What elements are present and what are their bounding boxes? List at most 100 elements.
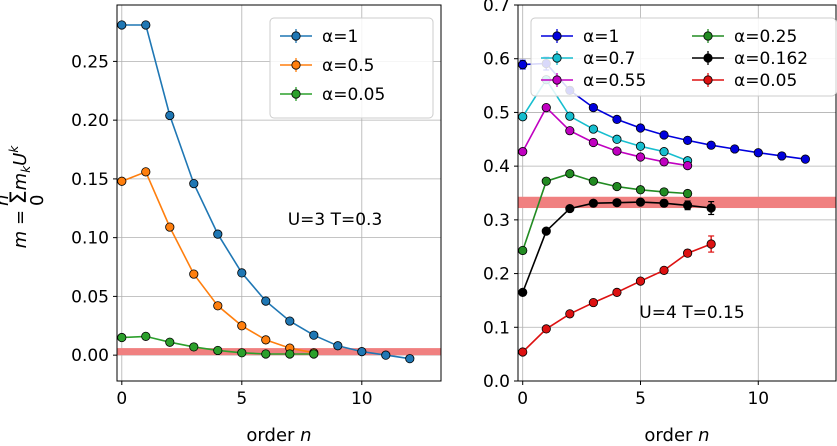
series-line <box>522 243 712 353</box>
legend-entry: α=0.05 <box>692 71 797 91</box>
reference-band <box>117 348 441 356</box>
data-point <box>518 147 528 157</box>
y-tick-label: 0.6 <box>483 50 510 70</box>
data-point <box>518 245 528 256</box>
data-point <box>777 151 787 161</box>
data-point <box>285 349 295 359</box>
data-point <box>165 222 175 232</box>
data-point <box>659 265 669 275</box>
data-point <box>541 176 551 186</box>
legend-label: α=1 <box>583 27 619 47</box>
data-point <box>141 331 151 341</box>
data-point <box>706 239 716 249</box>
data-point <box>518 287 528 297</box>
annotation: U=3 T=0.3 <box>288 210 383 230</box>
data-point <box>635 197 646 207</box>
y-tick-label: 0.5 <box>483 103 510 123</box>
data-point <box>261 335 271 345</box>
legend-swatch-marker <box>703 31 713 41</box>
data-point <box>612 198 622 208</box>
data-point <box>800 154 810 164</box>
data-point <box>189 179 199 189</box>
axes-frame <box>116 4 442 382</box>
data-point <box>565 309 575 319</box>
y-axis-label: m = ΣmkUkn 0 <box>0 145 48 249</box>
legend-label: α=0.5 <box>322 56 375 76</box>
svg-text:0: 0 <box>27 195 48 206</box>
data-point <box>541 226 551 236</box>
data-point <box>381 350 391 360</box>
reference-band <box>518 196 836 209</box>
y-tick-label: 0.05 <box>71 287 109 307</box>
data-point <box>189 342 199 352</box>
legend-entry: α=0.25 <box>692 27 797 47</box>
data-point <box>659 130 669 140</box>
legend-swatch-marker <box>291 60 301 70</box>
data-point <box>659 157 669 167</box>
y-tick-label: 0.10 <box>71 229 109 249</box>
data-point <box>213 229 223 239</box>
data-point <box>237 321 247 331</box>
data-point <box>730 144 740 154</box>
data-point <box>309 330 319 340</box>
data-point <box>682 135 693 145</box>
y-tick-label: 0.20 <box>71 111 109 131</box>
data-point <box>682 188 693 199</box>
y-tick-label: 0.3 <box>483 211 510 231</box>
legend-label: α=0.55 <box>583 71 646 91</box>
data-point <box>635 185 646 195</box>
right-panel: 0 5 10 0.0 0.1 0.2 0.3 0.4 0.5 0.6 0.7 order n U=4 T… <box>483 0 837 446</box>
data-point <box>588 198 598 208</box>
legend-label: α=0.162 <box>734 49 808 69</box>
legend: α=1 α=0.5 α=0.05 <box>269 17 434 119</box>
y-tick-label: 0.00 <box>71 346 109 366</box>
svg-text:n: n <box>0 195 13 206</box>
data-point <box>518 112 528 122</box>
legend-label: α=0.05 <box>322 85 385 105</box>
series-5 <box>518 235 716 357</box>
legend-entry: α=0.05 <box>280 85 385 105</box>
series-2 <box>117 331 319 359</box>
data-point <box>237 348 247 358</box>
y-tick-label: 0.4 <box>483 157 510 177</box>
legend-swatch-marker <box>291 31 301 41</box>
series-3 <box>518 169 693 256</box>
legend-label: α=1 <box>322 27 358 47</box>
legend-swatch-marker <box>703 75 713 85</box>
data-point <box>565 126 575 136</box>
y-tick-label: 0.2 <box>483 265 510 285</box>
data-point <box>541 324 551 334</box>
x-tick-label: 10 <box>351 389 373 409</box>
plot-area <box>518 56 810 357</box>
data-point <box>565 203 575 214</box>
data-point <box>261 296 271 306</box>
data-point <box>612 146 622 156</box>
legend-label: α=0.25 <box>734 27 797 47</box>
axes-frame <box>517 4 837 382</box>
legend-entry: α=0.55 <box>541 71 646 91</box>
legend-box <box>530 17 837 97</box>
data-point <box>565 169 575 179</box>
data-point <box>518 60 528 70</box>
data-point <box>588 176 598 186</box>
data-point <box>659 147 669 157</box>
x-tick-label: 10 <box>747 389 769 409</box>
data-point <box>165 110 175 121</box>
data-point <box>117 176 127 186</box>
y-tick-label: 0.25 <box>71 52 109 72</box>
left-panel: 0 5 10 0.00 0.05 0.10 0.15 0.20 0.25 order n m = Σ… <box>0 4 442 446</box>
legend-swatch-marker <box>552 53 562 63</box>
data-point <box>588 124 598 134</box>
legend-entry: α=1 <box>280 27 358 47</box>
data-point <box>213 301 223 311</box>
data-point <box>682 161 693 171</box>
series-2 <box>518 102 693 171</box>
ticks: 0 5 10 0.0 0.1 0.2 0.3 0.4 0.5 0.6 0.7 <box>483 0 769 409</box>
data-point <box>612 287 622 297</box>
legend-swatch-marker <box>703 53 713 63</box>
data-point <box>706 203 716 213</box>
legend-entry: α=0.7 <box>541 49 636 69</box>
legend-swatch-marker <box>291 89 301 99</box>
legend-label: α=0.05 <box>734 71 797 91</box>
